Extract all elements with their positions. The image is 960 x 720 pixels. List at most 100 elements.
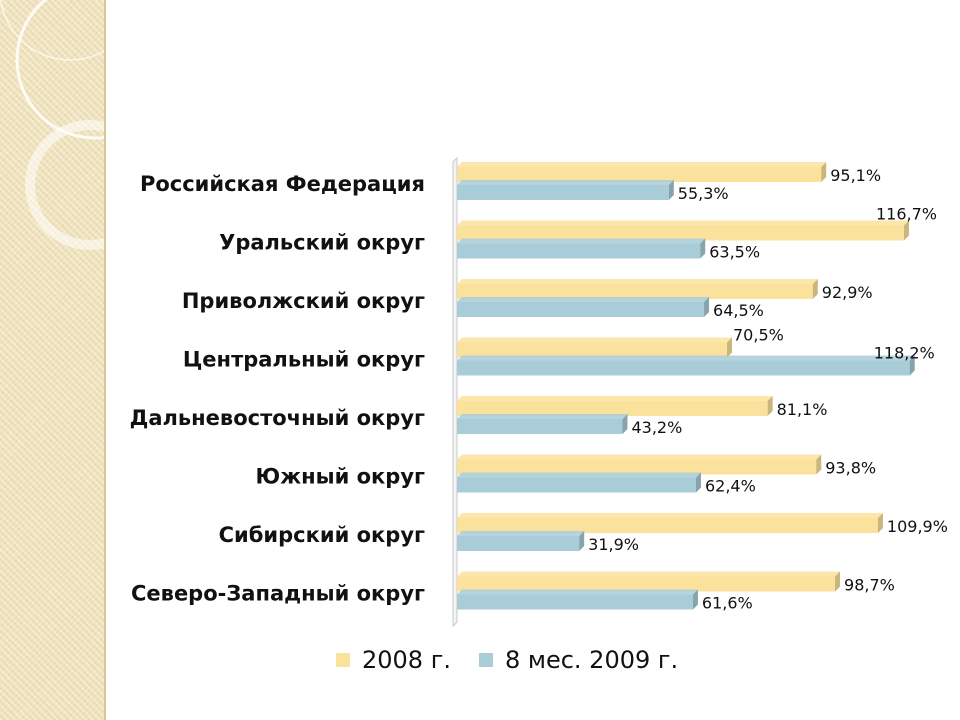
bar-2009 bbox=[457, 238, 706, 259]
category-label: Приволжский округ bbox=[182, 289, 425, 313]
value-label: 62,4% bbox=[705, 477, 756, 496]
category-label: Уральский округ bbox=[219, 231, 425, 255]
value-label: 95,1% bbox=[830, 166, 881, 185]
bar-side-face bbox=[767, 396, 773, 416]
bar-side-face bbox=[727, 337, 733, 358]
bar-2008 bbox=[457, 454, 822, 475]
bar-2009 bbox=[457, 355, 915, 376]
value-label: 118,2% bbox=[874, 344, 935, 363]
category-label: Российская Федерация bbox=[140, 172, 425, 196]
bar-top-face bbox=[457, 337, 733, 343]
bar-front-face bbox=[457, 167, 822, 182]
bar-2008 bbox=[457, 513, 883, 533]
bar-front-face bbox=[457, 302, 705, 317]
category-label: Центральный округ bbox=[183, 348, 425, 372]
bar-top-face bbox=[457, 571, 841, 577]
category-label: Южный округ bbox=[256, 465, 425, 489]
bar-front-face bbox=[457, 576, 836, 592]
bar-top-face bbox=[457, 238, 706, 244]
bar-2009 bbox=[457, 589, 698, 610]
bar-front-face bbox=[457, 401, 768, 416]
bar-2008 bbox=[457, 396, 773, 416]
bar-side-face bbox=[692, 589, 698, 610]
bar-side-face bbox=[835, 571, 841, 592]
bar-front-face bbox=[457, 477, 696, 493]
bar-2009 bbox=[457, 180, 674, 200]
value-label: 92,9% bbox=[822, 283, 873, 302]
category-label: Северо-Западный округ bbox=[131, 582, 425, 606]
bar-2008 bbox=[457, 279, 818, 299]
bar-2009 bbox=[457, 297, 710, 317]
chart-labels: Российская Федерация 95,1% 55,3% Уральский … bbox=[130, 166, 948, 613]
bar-front-face bbox=[457, 594, 693, 610]
bar-top-face bbox=[457, 513, 883, 518]
bar-top-face bbox=[457, 472, 701, 478]
bar-side-face bbox=[877, 513, 883, 533]
bar-front-face bbox=[457, 536, 580, 551]
legend-swatch-2009 bbox=[478, 653, 493, 667]
value-label: 43,2% bbox=[631, 418, 682, 437]
bar-side-face bbox=[579, 531, 585, 551]
bar-side-face bbox=[821, 162, 827, 182]
bar-front-face bbox=[457, 342, 728, 358]
bar-top-face bbox=[457, 396, 773, 401]
bar-2008 bbox=[457, 337, 733, 358]
bar-top-face bbox=[457, 180, 674, 185]
category-label: Сибирский округ bbox=[219, 523, 425, 547]
bar-side-face bbox=[695, 472, 701, 493]
value-label: 31,9% bbox=[588, 535, 639, 554]
bar-front-face bbox=[457, 243, 701, 259]
category-label: Дальневосточный округ bbox=[130, 406, 425, 430]
legend-label-2009: 8 мес. 2009 г. bbox=[504, 646, 679, 674]
bar-side-face bbox=[704, 297, 710, 317]
bar-top-face bbox=[457, 355, 915, 361]
value-label: 61,6% bbox=[702, 594, 753, 613]
bar-top-face bbox=[457, 589, 698, 595]
bar-2008 bbox=[457, 220, 909, 241]
bar-2009 bbox=[457, 531, 585, 551]
axis-wall bbox=[452, 156, 458, 628]
bar-front-face bbox=[457, 185, 669, 200]
value-label: 63,5% bbox=[709, 243, 760, 262]
chart-axis bbox=[452, 156, 458, 628]
bar-top-face bbox=[457, 531, 585, 536]
value-label: 93,8% bbox=[825, 459, 876, 478]
value-label: 55,3% bbox=[678, 184, 729, 203]
bar-2008 bbox=[457, 162, 827, 182]
decorative-side-strip bbox=[0, 0, 106, 720]
value-label: 98,7% bbox=[844, 576, 895, 595]
bar-side-face bbox=[812, 279, 818, 299]
value-label: 64,5% bbox=[713, 301, 764, 320]
bar-side-face bbox=[816, 454, 822, 475]
bar-side-face bbox=[909, 355, 915, 376]
bar-front-face bbox=[457, 360, 910, 376]
legend-swatch-2008 bbox=[336, 653, 350, 667]
bar-side-face bbox=[700, 238, 706, 259]
value-label: 81,1% bbox=[777, 400, 828, 419]
decorative-circles bbox=[0, 0, 106, 250]
chart-legend: 2008 г. 8 мес. 2009 г. bbox=[336, 640, 678, 680]
value-label: 116,7% bbox=[876, 205, 937, 224]
bar-top-face bbox=[457, 454, 822, 460]
bar-top-face bbox=[457, 297, 710, 302]
value-label: 70,5% bbox=[733, 326, 784, 345]
bar-side-face bbox=[622, 414, 628, 434]
bar-2009 bbox=[457, 472, 701, 493]
bar-front-face bbox=[457, 284, 813, 299]
bar-side-face bbox=[903, 220, 909, 241]
strip-edge bbox=[104, 0, 106, 720]
bar-top-face bbox=[457, 162, 827, 167]
legend-item-2008: 2008 г. bbox=[336, 646, 451, 674]
legend-label-2008: 2008 г. bbox=[362, 646, 451, 674]
bar-top-face bbox=[457, 414, 628, 419]
chart-bars bbox=[457, 162, 915, 610]
bar-front-face bbox=[457, 225, 904, 241]
bar-2009 bbox=[457, 414, 628, 434]
legend-item-2009: 8 мес. 2009 г. bbox=[478, 646, 679, 674]
value-label: 109,9% bbox=[887, 517, 948, 536]
bar-front-face bbox=[457, 518, 878, 533]
bar-front-face bbox=[457, 419, 623, 434]
bar-top-face bbox=[457, 279, 818, 284]
bar-top-face bbox=[457, 220, 909, 226]
bar-front-face bbox=[457, 459, 817, 475]
